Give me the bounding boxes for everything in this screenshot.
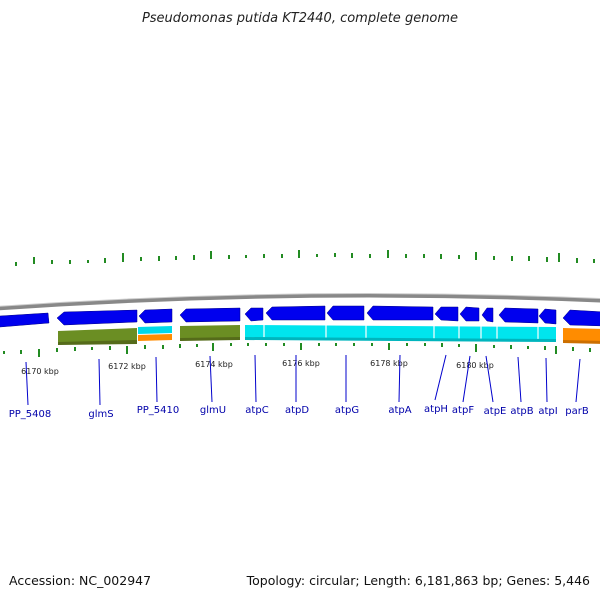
scale-label: 6172 kbp [108,362,146,371]
accession-text: Accession: NC_002947 [9,573,151,588]
gene-arrow-atpd [265,305,326,321]
gc-skew-upper-track [15,250,595,266]
scale-label: 6176 kbp [282,359,320,368]
gene-arrow-atpi [538,308,557,325]
gene-label-atpg: atpG [335,405,359,416]
gene-arrow-atpg [326,305,365,321]
gene-label-pp5408: PP_5408 [9,409,52,420]
gene-label-pp5410: PP_5410 [137,405,180,416]
cog-block-pp5410-cyan [138,326,172,334]
map-title: Pseudomonas putida KT2440, complete geno… [142,11,458,26]
gene-arrow-glmu [179,307,241,323]
scale-label: 6178 kbp [370,359,408,368]
gene-arrow-atph [434,306,459,322]
gene-label-atpa: atpA [388,405,411,416]
cog-block-glmu [180,325,240,340]
cog-block-atp-operon [245,325,556,341]
scale-label: 6170 kbp [21,367,59,376]
gene-label-atpd: atpD [285,405,309,416]
gene-label-atpc: atpC [245,405,268,416]
cog-block-pp5410-orange [138,334,172,341]
gene-label-atpb: atpB [510,406,533,417]
gene-arrow-atpa [366,305,434,321]
gene-label-atpe: atpE [484,406,507,417]
cog-block-glms [58,328,137,344]
scale-label: 6180 kbp [456,361,494,370]
scale-labels: 6170 kbp 6172 kbp 6174 kbp 6176 kbp 6178… [21,359,494,376]
gene-label-glms: glmS [88,409,113,420]
gene-label-glmu: glmU [200,405,226,416]
gene-arrow-atpb [498,307,539,324]
backbone-arc [0,293,600,311]
cog-track [58,325,600,345]
gene-arrow-atpf [459,306,480,322]
gene-label-atpf: atpF [452,405,474,416]
genome-summary-text: Topology: circular; Length: 6,181,863 bp… [246,573,590,588]
cog-block-parb [563,328,600,343]
gene-leader-lines [25,354,581,406]
gene-label-atpi: atpI [538,406,557,417]
gene-arrow-pp5408 [0,312,50,328]
gene-arrow-atpc [244,307,264,322]
gc-skew-lower-track [3,343,591,357]
gene-arrow-pp5410 [138,308,173,324]
backbone-arc-highlight [0,293,600,307]
gene-labels: PP_5408 glmS PP_5410 glmU atpC atpD atpG… [9,404,589,420]
gene-label-parb: parB [565,406,589,417]
gene-arrow-parb [562,309,600,327]
gene-arrow-atpe [481,307,494,323]
scale-label: 6174 kbp [195,360,233,369]
gene-label-atph: atpH [424,404,448,415]
gene-arrow-glms [56,309,138,326]
gene-arrows-track [0,305,600,328]
